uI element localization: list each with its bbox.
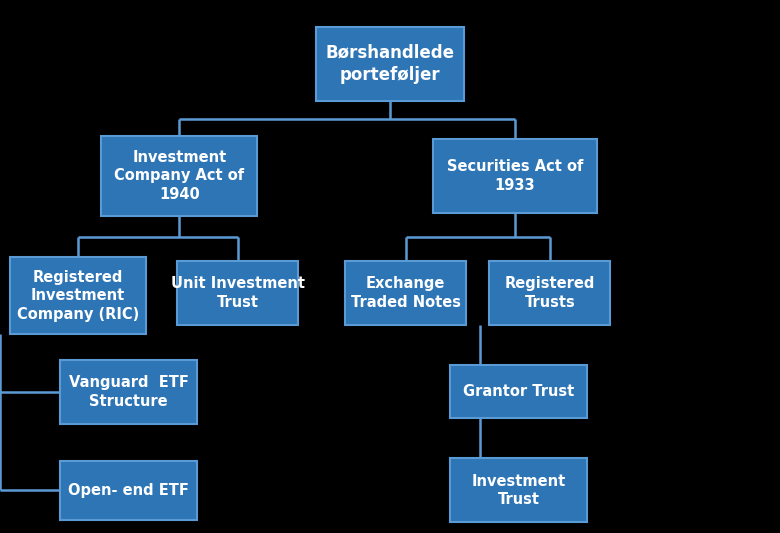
FancyBboxPatch shape <box>316 27 464 101</box>
Text: Unit Investment
Trust: Unit Investment Trust <box>171 276 305 310</box>
FancyBboxPatch shape <box>451 458 587 522</box>
Text: Securities Act of
1933: Securities Act of 1933 <box>447 159 583 193</box>
FancyBboxPatch shape <box>451 365 587 418</box>
FancyBboxPatch shape <box>345 261 466 325</box>
Text: Registered
Trusts: Registered Trusts <box>505 276 595 310</box>
Text: Grantor Trust: Grantor Trust <box>463 384 574 399</box>
FancyBboxPatch shape <box>61 360 197 424</box>
FancyBboxPatch shape <box>61 461 197 520</box>
Text: Investment
Trust: Investment Trust <box>472 473 566 507</box>
Text: Exchange
Traded Notes: Exchange Traded Notes <box>350 276 461 310</box>
FancyBboxPatch shape <box>101 136 257 216</box>
Text: Registered
Investment
Company (RIC): Registered Investment Company (RIC) <box>17 270 139 322</box>
Text: Vanguard  ETF
Structure: Vanguard ETF Structure <box>69 375 189 409</box>
FancyBboxPatch shape <box>490 261 610 325</box>
Text: Børshandlede
porteføljer: Børshandlede porteføljer <box>325 44 455 84</box>
FancyBboxPatch shape <box>177 261 298 325</box>
FancyBboxPatch shape <box>10 257 147 335</box>
Text: Open- end ETF: Open- end ETF <box>69 483 189 498</box>
Text: Investment
Company Act of
1940: Investment Company Act of 1940 <box>115 150 244 202</box>
FancyBboxPatch shape <box>433 139 597 213</box>
